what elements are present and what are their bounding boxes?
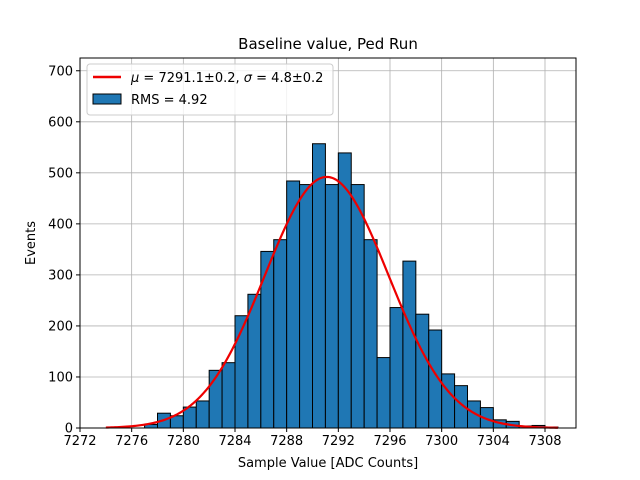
y-tick-label: 700 (48, 64, 73, 79)
histogram-bar (299, 184, 314, 429)
histogram-bar (247, 293, 262, 429)
x-tick-label: 7304 (477, 434, 510, 449)
y-tick-label: 100 (48, 370, 73, 385)
x-tick-label: 7308 (528, 434, 561, 449)
legend: μ = 7291.1±0.2, σ = 4.8±0.2 RMS = 4.92 (86, 63, 334, 116)
y-tick-label: 400 (48, 217, 73, 232)
y-axis-label: Events (24, 221, 39, 265)
histogram-bar (415, 313, 430, 429)
legend-histogram-label: RMS = 4.92 (131, 93, 208, 108)
x-axis-label: Sample Value [ADC Counts] (238, 456, 418, 471)
histogram-bar (376, 357, 391, 429)
x-tick-label: 7272 (63, 434, 96, 449)
y-tick-label: 200 (48, 319, 73, 334)
x-tick-label: 7288 (270, 434, 303, 449)
legend-sigma-value: = 4.8±0.2 (252, 71, 323, 86)
x-tick-label: 7284 (218, 434, 251, 449)
histogram-bar (389, 307, 404, 429)
x-tick-label: 7276 (115, 434, 148, 449)
histogram-bar (195, 400, 210, 429)
fit-curve (105, 175, 558, 429)
y-tick-label: 300 (48, 268, 73, 283)
histogram-bar (312, 143, 326, 429)
plot-frame (79, 57, 577, 429)
histogram-bar (363, 239, 378, 429)
legend-mu-value: = 7291.1±0.2, (139, 71, 243, 86)
histogram-bar (402, 260, 417, 429)
histogram-bar (221, 362, 236, 429)
histogram-bar (273, 239, 288, 429)
x-tick-label: 7300 (425, 434, 458, 449)
gaussian-fit (105, 175, 558, 429)
chart-title: Baseline value, Ped Run (238, 35, 418, 53)
x-axis-ticks: 7272 7276 7280 7284 7288 7292 7296 7300 7304 7308 (63, 428, 562, 449)
x-tick-label: 7280 (167, 434, 200, 449)
histogram-bar (441, 373, 456, 429)
x-tick-label: 7296 (373, 434, 406, 449)
y-tick-label: 600 (48, 115, 73, 130)
legend-sigma-symbol: σ (244, 71, 253, 86)
x-tick-label: 7292 (322, 434, 355, 449)
histogram-bar (350, 184, 365, 429)
legend-box (86, 63, 334, 116)
legend-fit-label: μ = 7291.1±0.2, σ = 4.8±0.2 (130, 71, 323, 86)
y-tick-label: 0 (65, 422, 73, 437)
legend-histogram-swatch (92, 93, 122, 105)
y-tick-label: 500 (48, 166, 73, 181)
histogram-bar (324, 184, 339, 429)
legend-mu-symbol: μ (130, 71, 139, 86)
y-axis-ticks: 0 100 200 300 400 500 600 700 (48, 64, 80, 437)
